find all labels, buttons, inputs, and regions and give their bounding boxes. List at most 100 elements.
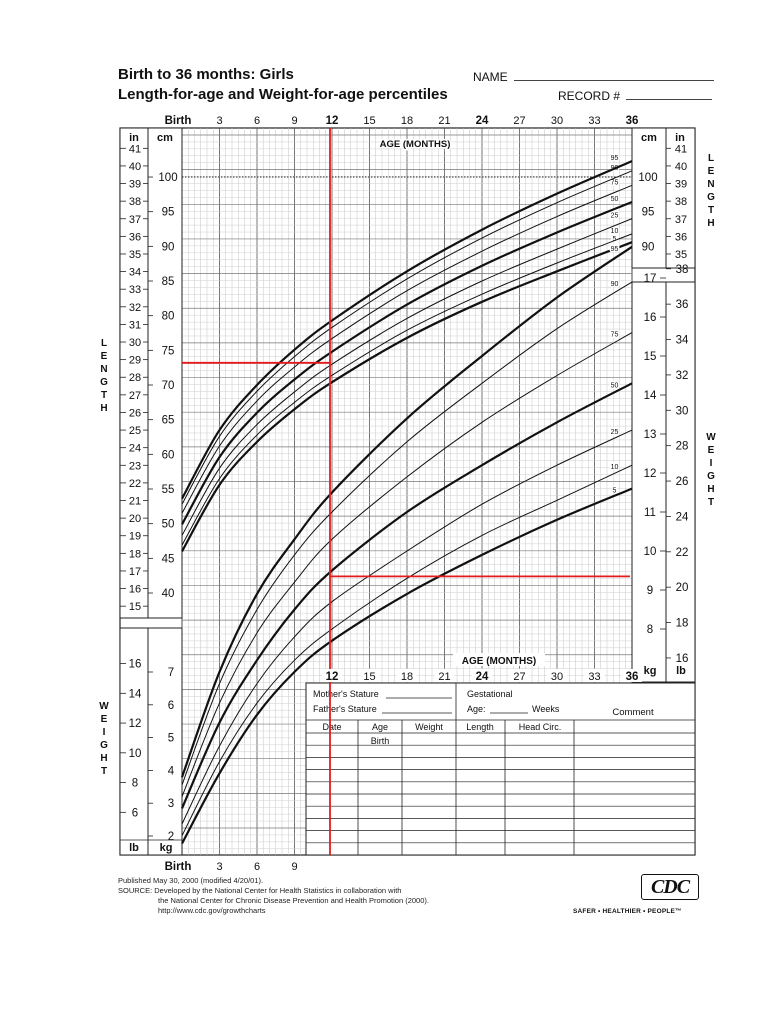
length-curve-p10 bbox=[181, 233, 633, 546]
name-field: NAME bbox=[473, 70, 714, 84]
right-in-tick-38: 38 bbox=[675, 196, 687, 208]
source-note: SOURCE: Developed by the National Center… bbox=[118, 886, 402, 895]
right-cm-tick-90: 90 bbox=[642, 241, 655, 253]
weight-percentile-label-50: 50 bbox=[611, 382, 619, 389]
left-in-tick-32: 32 bbox=[129, 302, 141, 314]
right-weight-letter: H bbox=[707, 484, 714, 495]
left-kg-tick-2: 2 bbox=[168, 831, 174, 843]
right-lb-tick-38: 38 bbox=[676, 264, 689, 276]
left-length-letter: G bbox=[100, 377, 108, 388]
right-kg-tick-13: 13 bbox=[644, 429, 657, 441]
top-age-tick-Birth: Birth bbox=[165, 115, 192, 127]
right-lb-tick-32: 32 bbox=[676, 370, 689, 382]
left-lb-tick-14: 14 bbox=[129, 688, 142, 700]
weight-curve-p95 bbox=[180, 245, 633, 778]
left-cm-tick-90: 90 bbox=[162, 241, 175, 253]
length-curve-p50 bbox=[181, 200, 633, 525]
bottom-tick-bg bbox=[397, 669, 417, 682]
top-age-tick-36: 36 bbox=[626, 115, 639, 127]
right-inch-scale-box bbox=[665, 127, 696, 269]
left-in-tick-16: 16 bbox=[129, 584, 141, 596]
length-curve-p5 bbox=[181, 241, 633, 552]
left-kg-tick-6: 6 bbox=[168, 700, 174, 712]
column-header-date: Date bbox=[322, 722, 341, 732]
right-lb-tick-34: 34 bbox=[676, 335, 689, 347]
left-weight-letter: I bbox=[103, 727, 106, 738]
left-in-tick-30: 30 bbox=[129, 337, 141, 349]
left-in-tick-23: 23 bbox=[129, 460, 141, 472]
left-in-tick-24: 24 bbox=[129, 443, 141, 455]
top-age-tick-15: 15 bbox=[363, 115, 375, 127]
weight-percentile-label-90: 90 bbox=[611, 281, 619, 288]
left-in-tick-37: 37 bbox=[129, 214, 141, 226]
right-length-letter: G bbox=[707, 192, 715, 203]
weight-percentile-label-10: 10 bbox=[611, 464, 619, 471]
right-weight-letter: E bbox=[708, 445, 715, 456]
left-cm-tick-100: 100 bbox=[158, 172, 177, 184]
top-age-tick-6: 6 bbox=[254, 115, 260, 127]
top-age-tick-27: 27 bbox=[513, 115, 525, 127]
column-header-length: Length bbox=[466, 722, 494, 732]
published-note: Published May 30, 2000 (modified 4/20/01… bbox=[118, 876, 264, 885]
column-header-age: Age bbox=[372, 722, 388, 732]
bottom-left-age-tick-9: 9 bbox=[291, 861, 297, 873]
left-kg-tick-7: 7 bbox=[168, 667, 174, 679]
chart-title: Birth to 36 months: Girls bbox=[118, 66, 294, 83]
right-cm-unit: cm bbox=[641, 132, 657, 144]
left-length-letter: H bbox=[100, 403, 107, 414]
left-length-letter: N bbox=[100, 364, 107, 375]
right-lb-tick-16: 16 bbox=[676, 653, 689, 665]
bottom-right-age-tick-24: 24 bbox=[476, 671, 489, 683]
left-weight-letter: E bbox=[101, 714, 108, 725]
right-lb-tick-30: 30 bbox=[676, 405, 689, 417]
left-in-tick-22: 22 bbox=[129, 478, 141, 490]
weight-curve-p90 bbox=[181, 281, 633, 786]
column-header-weight: Weight bbox=[415, 722, 443, 732]
footer-notes: Published May 30, 2000 (modified 4/20/01… bbox=[118, 876, 429, 916]
right-in-tick-41: 41 bbox=[675, 143, 687, 155]
left-cm-tick-40: 40 bbox=[162, 588, 175, 600]
top-age-tick-21: 21 bbox=[438, 115, 450, 127]
right-kg-tick-10: 10 bbox=[644, 546, 657, 558]
length-percentile-label-95: 95 bbox=[611, 155, 619, 162]
right-kg-tick-8: 8 bbox=[647, 624, 653, 636]
left-in-tick-35: 35 bbox=[129, 249, 141, 261]
left-weight-letter: T bbox=[101, 766, 107, 777]
gestational-weeks-label: Weeks bbox=[532, 704, 560, 714]
right-lb-scale-box bbox=[665, 281, 696, 683]
right-length-letter: E bbox=[708, 166, 715, 177]
left-cm-tick-70: 70 bbox=[162, 380, 175, 392]
top-age-tick-30: 30 bbox=[551, 115, 563, 127]
left-in-tick-33: 33 bbox=[129, 284, 141, 296]
left-in-tick-34: 34 bbox=[129, 267, 141, 279]
length-percentile-label-75: 75 bbox=[611, 179, 619, 186]
record-table-cover bbox=[305, 682, 696, 856]
left-in-tick-26: 26 bbox=[129, 407, 141, 419]
left-kg-tick-3: 3 bbox=[168, 798, 174, 810]
weight-percentile-label-5: 5 bbox=[613, 488, 617, 495]
right-lb-tick-18: 18 bbox=[676, 618, 689, 630]
left-lb-tick-12: 12 bbox=[129, 718, 142, 730]
chart-subtitle: Length-for-age and Weight-for-age percen… bbox=[118, 86, 448, 103]
top-age-tick-9: 9 bbox=[291, 115, 297, 127]
bottom-left-age-tick-3: 3 bbox=[216, 861, 222, 873]
right-in-tick-39: 39 bbox=[675, 179, 687, 191]
top-age-axis-label: AGE (MONTHS) bbox=[380, 139, 451, 150]
right-lb-tick-26: 26 bbox=[676, 476, 689, 488]
bottom-tick-bg bbox=[547, 669, 567, 682]
left-cm-tick-45: 45 bbox=[162, 553, 175, 565]
right-in-unit: in bbox=[675, 132, 685, 144]
bottom-right-age-tick-15: 15 bbox=[363, 671, 375, 683]
left-in-unit: in bbox=[129, 132, 139, 144]
left-inch-scale-box bbox=[119, 127, 149, 619]
right-kg-tick-9: 9 bbox=[647, 585, 653, 597]
left-in-tick-29: 29 bbox=[129, 355, 141, 367]
left-kg-unit: kg bbox=[160, 842, 173, 854]
left-length-letter: E bbox=[101, 351, 108, 362]
left-lb-tick-16: 16 bbox=[129, 659, 142, 671]
weight-curve-p5 bbox=[181, 487, 633, 845]
right-cm-tick-100: 100 bbox=[638, 172, 657, 184]
bottom-right-age-tick-21: 21 bbox=[438, 671, 450, 683]
left-in-tick-38: 38 bbox=[129, 196, 141, 208]
